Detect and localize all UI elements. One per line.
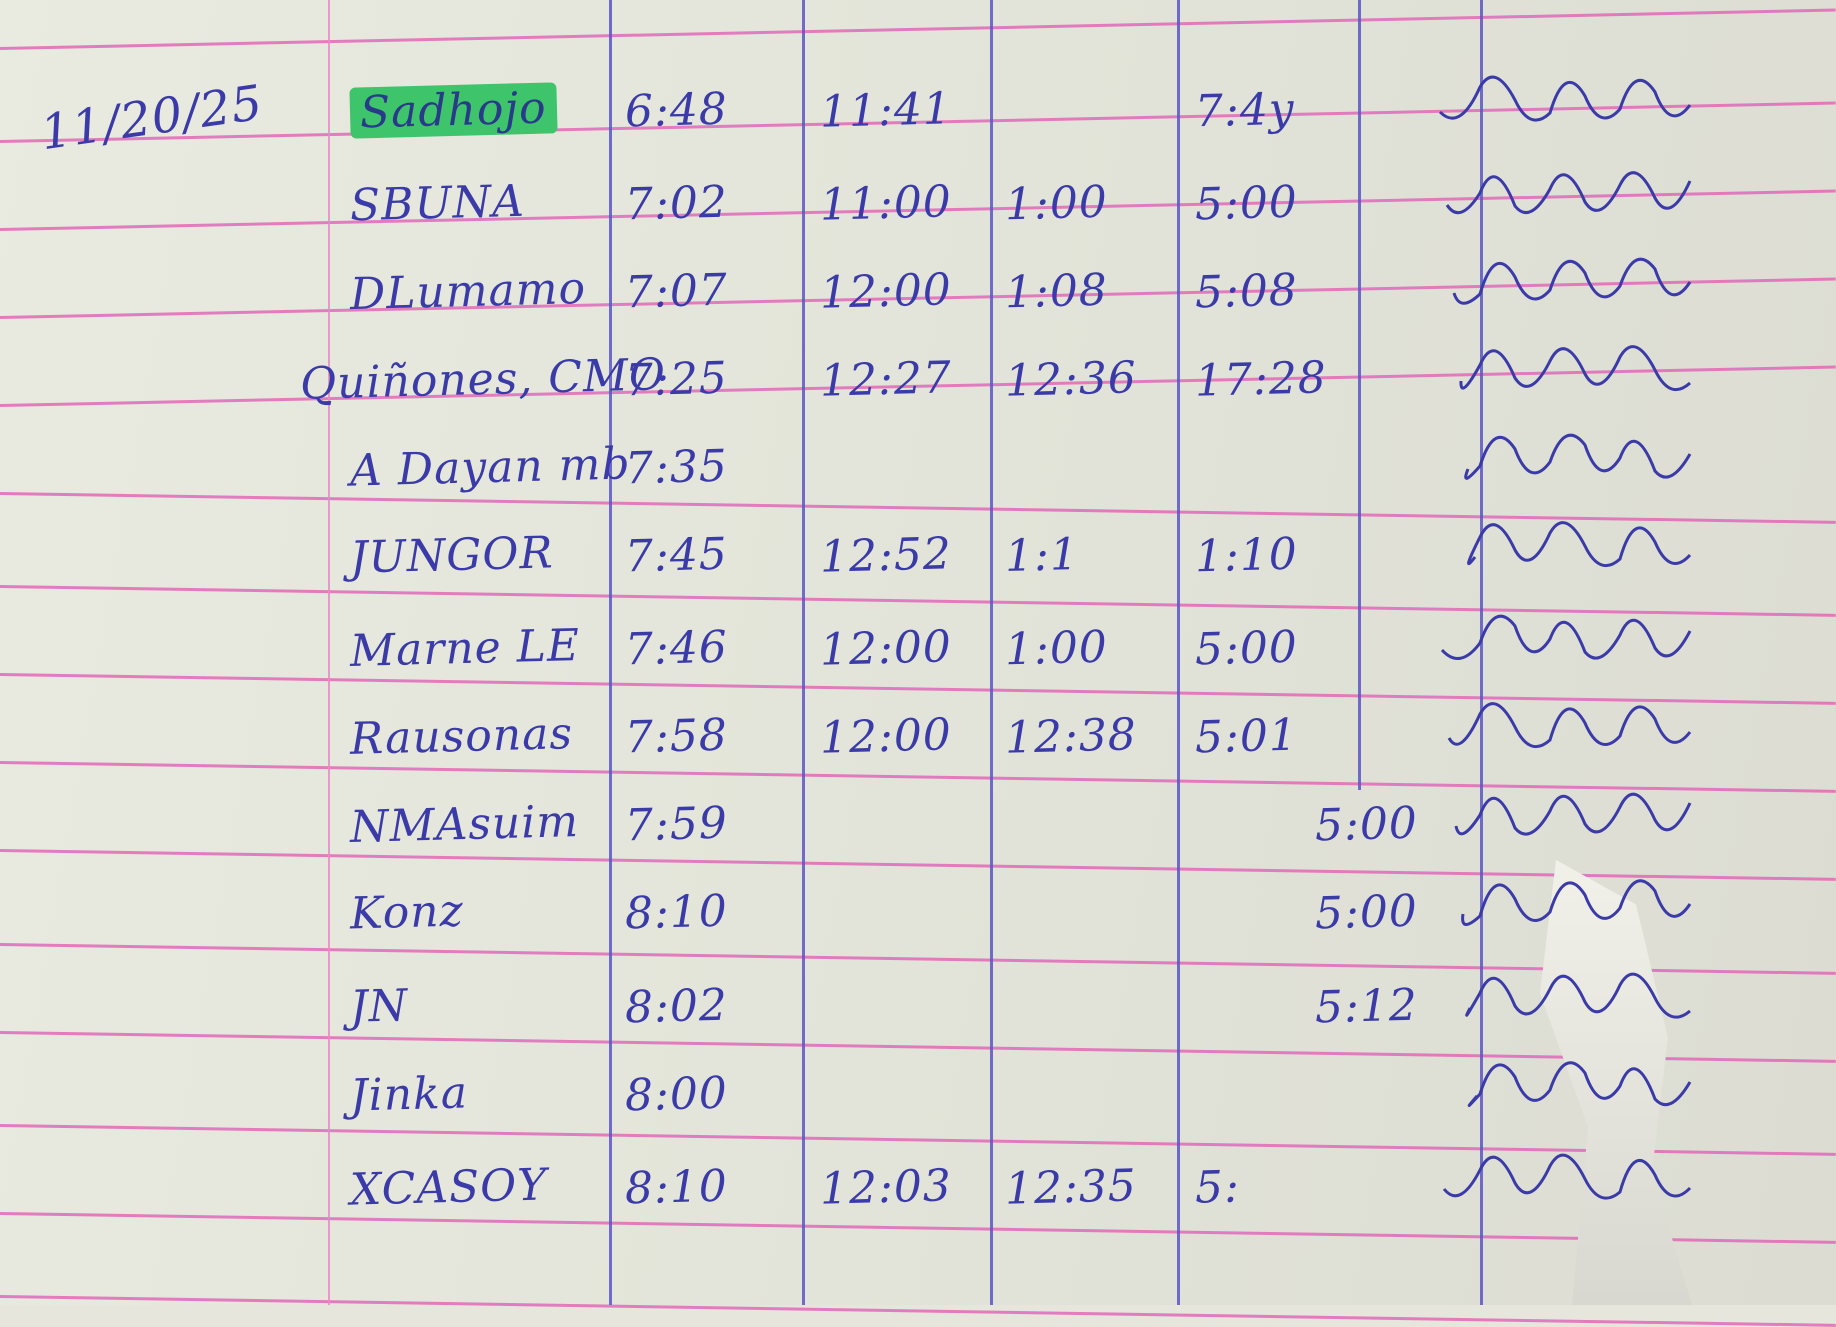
row-time-in: 7:58	[624, 709, 729, 764]
column-line	[990, 0, 993, 1305]
row-lunch-out: 12:00	[819, 709, 953, 764]
row-name: JUNGOR	[349, 527, 555, 584]
row-time-out: 17:28	[1194, 352, 1328, 407]
row-lunch-out: 11:41	[819, 83, 953, 138]
row-time-in: 8:00	[624, 1067, 729, 1122]
signature-scribble	[1454, 792, 1692, 836]
row-time-out: 5:08	[1194, 264, 1299, 319]
signature-scribble	[1461, 879, 1692, 926]
column-line	[1358, 0, 1361, 790]
margin-line	[328, 0, 330, 1305]
signature-scribble	[1452, 257, 1692, 305]
row-lunch-in: 12:35	[1004, 1160, 1138, 1215]
row-lunch-out: 12:52	[819, 528, 953, 583]
row-lunch-out: 12:00	[819, 621, 953, 676]
row-lunch-in: 1:1	[1004, 529, 1080, 582]
row-lunch-in: 1:00	[1004, 621, 1109, 676]
row-lunch-out: 11:00	[819, 176, 953, 231]
signature-scribble	[1438, 75, 1692, 122]
row-time-in: 7:25	[624, 352, 729, 407]
row-time-in: 7:35	[624, 440, 729, 495]
row-lunch-in: 1:00	[1004, 176, 1109, 231]
row-name: SBUNA	[349, 175, 526, 232]
row-name: Rausonas	[349, 708, 574, 765]
row-time-in: 7:59	[624, 797, 729, 852]
column-line	[802, 0, 805, 1305]
row-time-in: 6:48	[624, 83, 729, 138]
row-name: Konz	[349, 885, 465, 940]
row-name: Sadhojo	[349, 82, 558, 139]
row-name: NMAsuim	[349, 796, 580, 853]
row-time-out: 1:10	[1194, 528, 1299, 583]
row-time-out: 5:01	[1194, 709, 1299, 764]
row-name: JN	[349, 980, 409, 1033]
row-time-in: 7:46	[624, 621, 729, 676]
row-lunch-in: 1:08	[1004, 264, 1109, 319]
signature-scribble	[1467, 1061, 1692, 1107]
signature-scribble	[1442, 1153, 1692, 1200]
signature-scribble	[1445, 171, 1692, 215]
row-time-out: 5:	[1194, 1161, 1241, 1214]
row-time-out: 7:4y	[1194, 83, 1296, 138]
row-name: XCASOY	[349, 1159, 548, 1216]
signature-scribble	[1464, 433, 1692, 480]
row-lunch-in: 12:38	[1004, 709, 1138, 764]
row-time-in: 8:10	[624, 885, 729, 940]
row-lunch-out: 12:27	[819, 352, 953, 407]
row-time-out: 5:00	[1314, 797, 1419, 852]
row-time-in: 8:10	[624, 1160, 729, 1215]
row-time-in: 7:02	[624, 176, 729, 231]
row-time-out: 5:00	[1194, 621, 1299, 676]
row-name: Marne LE	[349, 619, 581, 678]
row-name: Jinka	[349, 1067, 469, 1122]
row-name: Quiñones, CMO	[299, 349, 667, 410]
column-line	[1480, 0, 1483, 1305]
row-time-out: 5:00	[1314, 885, 1419, 940]
row-lunch-out: 12:03	[819, 1160, 953, 1215]
row-time-in: 8:02	[624, 979, 729, 1034]
row-lunch-in: 12:36	[1004, 352, 1138, 407]
row-name: DLumamo	[349, 262, 587, 321]
row-name: A Dayan mb	[349, 438, 632, 497]
signature-scribble	[1447, 702, 1692, 749]
signature-scribble	[1467, 521, 1692, 568]
row-time-in: 7:45	[624, 528, 729, 583]
signature-scribble	[1465, 972, 1691, 1019]
row-time-out: 5:12	[1314, 979, 1419, 1034]
row-time-out: 5:00	[1194, 176, 1299, 231]
row-lunch-out: 12:00	[819, 264, 953, 319]
signature-scribble	[1459, 345, 1692, 392]
row-time-in: 7:07	[624, 264, 729, 319]
column-line	[609, 0, 612, 1305]
signature-scribble	[1440, 614, 1692, 660]
column-line	[1177, 0, 1180, 1305]
